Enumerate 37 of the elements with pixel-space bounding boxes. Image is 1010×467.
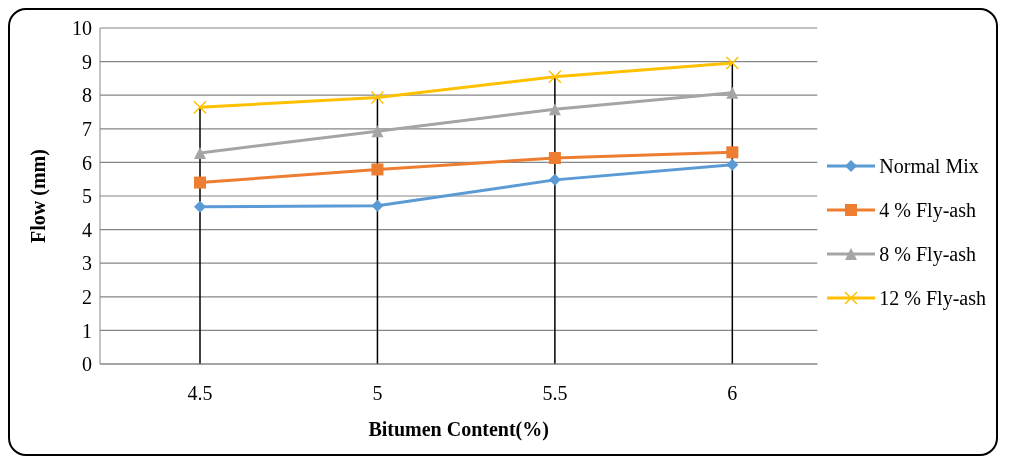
point <box>371 125 384 138</box>
y-tick-label: 9 <box>82 50 92 73</box>
point <box>548 152 561 165</box>
legend-label: 4 % Fly-ash <box>879 198 976 222</box>
point <box>370 90 385 105</box>
point <box>194 200 206 213</box>
point <box>548 173 561 186</box>
x-tick-label: 5 <box>372 382 383 405</box>
legend-label: 8 % Fly-ash <box>879 242 976 266</box>
point <box>193 100 207 115</box>
y-tick-label: 7 <box>82 117 92 140</box>
y-tick-label: 6 <box>82 151 92 174</box>
y-tick-label: 4 <box>82 218 92 241</box>
point <box>548 69 562 84</box>
y-axis-title: Flow (mm) <box>27 149 51 243</box>
legend-label: 12 % Fly-ash <box>879 286 986 310</box>
y-tick-label: 1 <box>82 319 92 342</box>
point <box>548 103 561 116</box>
point <box>726 146 739 159</box>
legend-label: Normal Mix <box>879 154 979 178</box>
point <box>726 158 739 171</box>
point <box>725 56 740 70</box>
x-tick-label: 5.5 <box>542 382 568 405</box>
point <box>371 163 384 176</box>
x-tick-label: 4.5 <box>187 382 213 405</box>
point <box>371 199 384 212</box>
point <box>726 86 739 99</box>
y-tick-label: 2 <box>82 285 92 308</box>
y-tick-label: 8 <box>82 84 92 107</box>
point <box>194 176 206 189</box>
point <box>194 146 206 159</box>
x-axis-title: Bitumen Content(%) <box>368 418 549 441</box>
x-tick-label: 6 <box>727 382 738 405</box>
y-tick-label: 3 <box>82 252 92 275</box>
y-tick-label: 5 <box>82 185 92 208</box>
y-tick-label: 0 <box>82 353 92 376</box>
y-tick-label: 10 <box>72 17 92 40</box>
